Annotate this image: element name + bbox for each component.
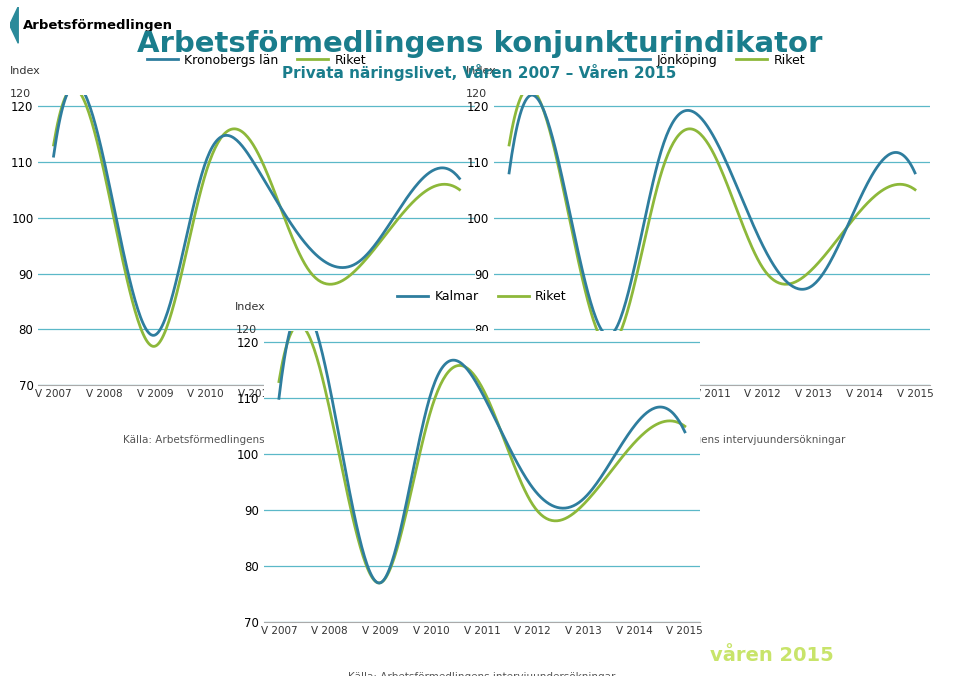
Legend: Kronobergs län, Riket: Kronobergs län, Riket	[142, 49, 371, 72]
Text: Källa: Arbetsförmedlingens intervjuundersökningar: Källa: Arbetsförmedlingens intervjuunder…	[348, 672, 616, 676]
Text: 120: 120	[465, 89, 486, 99]
Legend: Jönköping, Riket: Jönköping, Riket	[614, 49, 810, 72]
Text: Arbetsmarknadsprognos: Arbetsmarknadsprognos	[420, 646, 690, 665]
Text: 120: 120	[10, 89, 31, 99]
Text: Arbetsförmedlingens konjunkturindikator: Arbetsförmedlingens konjunkturindikator	[137, 30, 822, 58]
Text: Privata näringslivet, Våren 2007 – Våren 2015: Privata näringslivet, Våren 2007 – Våren…	[282, 64, 677, 81]
Polygon shape	[10, 7, 18, 43]
Text: 120: 120	[235, 325, 256, 335]
Text: Index: Index	[465, 66, 496, 76]
Text: Källa: Arbetsförmedlingens intervjuundersökningar: Källa: Arbetsförmedlingens intervjuunder…	[123, 435, 390, 445]
Text: Index: Index	[235, 302, 266, 312]
Text: Arbetsförmedlingen: Arbetsförmedlingen	[23, 18, 173, 32]
Text: Index: Index	[10, 66, 40, 76]
Text: våren 2015: våren 2015	[710, 646, 833, 665]
Legend: Kalmar, Riket: Kalmar, Riket	[392, 285, 572, 308]
Text: Källa: Arbetsförmedlingens intervjuundersökningar: Källa: Arbetsförmedlingens intervjuunder…	[578, 435, 846, 445]
